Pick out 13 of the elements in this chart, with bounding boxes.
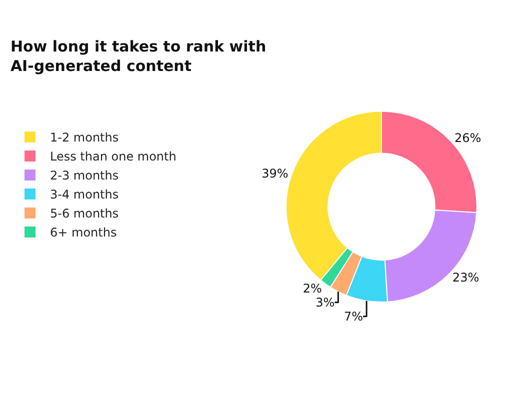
data-label: 39% [262,166,288,181]
legend-label: 2-3 months [50,168,119,183]
data-label: 7% [344,309,364,324]
legend-label: Less than one month [50,150,176,164]
data-label: 23% [452,270,480,285]
legend-label: 1-2 months [50,130,119,145]
data-label: 26% [454,131,482,146]
legend-label: 6+ months [50,226,117,240]
data-label: 2% [302,281,322,296]
legend-label: 5-6 months [50,206,119,221]
chart-title: How long it takes to rank with AI-generated content [10,37,266,75]
data-label: 3% [316,295,335,310]
legend-label: 3-4 months [50,188,119,202]
